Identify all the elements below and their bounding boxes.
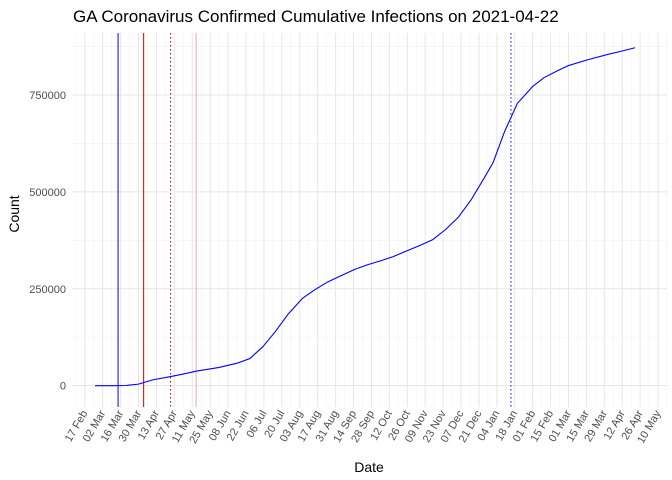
y-axis: 0 250000 500000 750000 xyxy=(29,90,66,393)
grid xyxy=(72,33,668,407)
reference-lines xyxy=(117,33,512,407)
y-tick-label: 250000 xyxy=(29,284,66,296)
chart-title: GA Coronavirus Confirmed Cumulative Infe… xyxy=(73,7,559,26)
series-line-1 xyxy=(95,47,636,387)
y-tick-label: 750000 xyxy=(29,90,66,102)
y-tick-label: 500000 xyxy=(29,187,66,199)
y-axis-title: Count xyxy=(6,195,22,232)
series-layer xyxy=(95,47,636,387)
x-axis-title: Date xyxy=(354,459,384,475)
y-tick-label: 0 xyxy=(60,381,66,393)
